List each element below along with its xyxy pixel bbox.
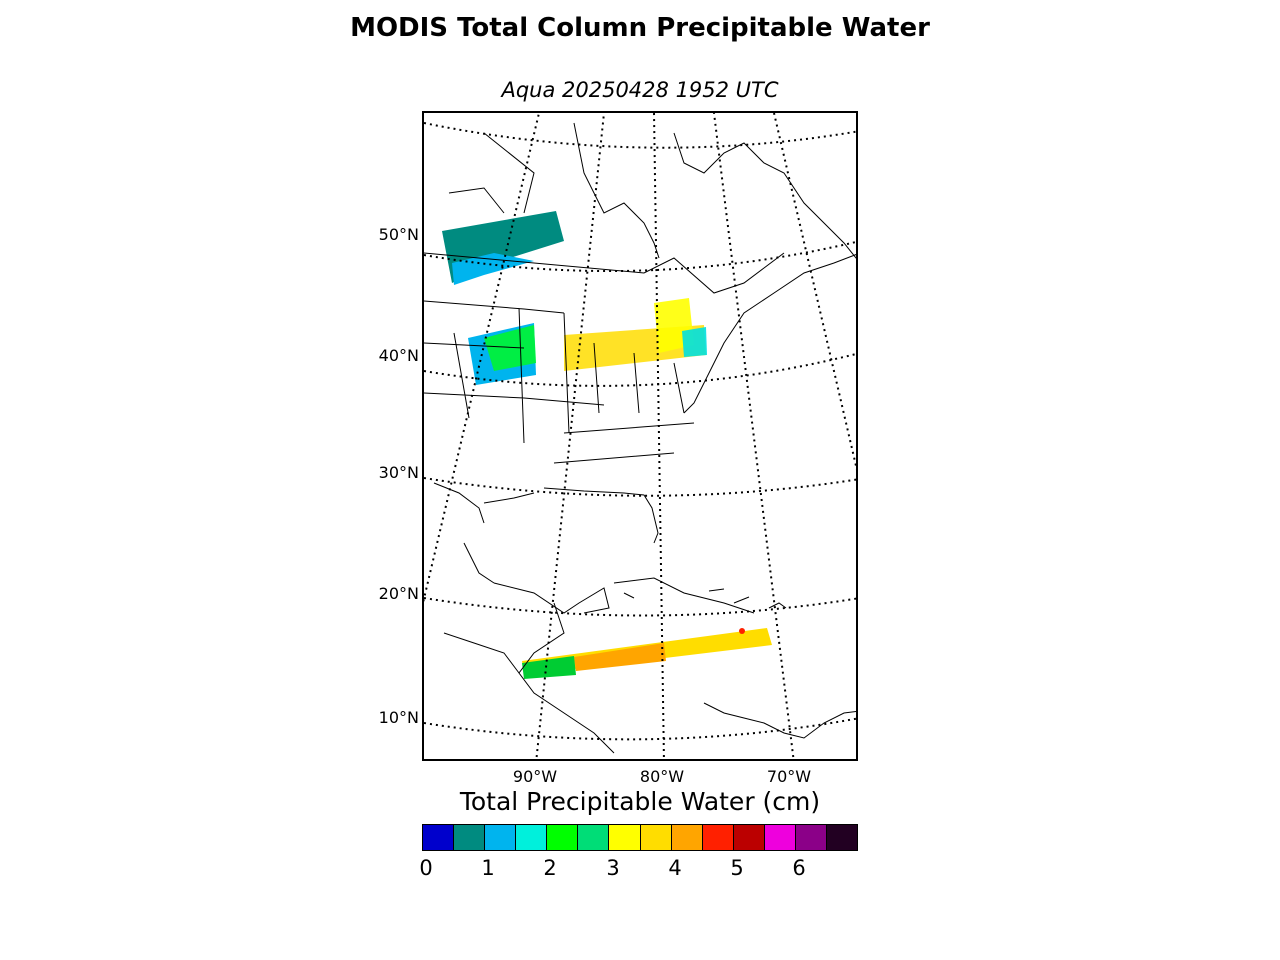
colorbar-tick-0: 0 — [419, 856, 433, 880]
precip-swaths — [442, 211, 772, 679]
swath-caribbean-green — [522, 656, 576, 679]
coastlines — [424, 122, 856, 754]
colorbar-segment — [827, 825, 858, 850]
lon-label-90w: 90°W — [512, 767, 558, 786]
colorbar-segment — [795, 825, 828, 850]
swath-caribbean-orange — [574, 643, 666, 671]
colorbar-segment — [640, 825, 672, 850]
colorbar-tick-2: 2 — [543, 856, 557, 880]
lat-label-30n: 30°N — [378, 463, 419, 482]
graticule — [424, 113, 856, 759]
colorbar-tick-3: 3 — [606, 856, 620, 880]
colorbar-segment — [764, 825, 796, 850]
swath-central-east-cyan — [682, 327, 707, 357]
swath-central-west-green — [484, 325, 536, 371]
colorbar-segment — [702, 825, 734, 850]
swath-caribbean-red — [739, 628, 745, 634]
colorbar-title: Total Precipitable Water (cm) — [459, 787, 821, 816]
colorbar-segment — [733, 825, 765, 850]
colorbar-segment — [423, 825, 455, 850]
colorbar-tick-5: 5 — [730, 856, 744, 880]
map-panel — [422, 111, 858, 761]
main-title: MODIS Total Column Precipitable Water — [350, 13, 930, 43]
colorbar-segment — [671, 825, 703, 850]
colorbar-tick-1: 1 — [481, 856, 495, 880]
colorbar-segment — [609, 825, 641, 850]
colorbar-segment — [485, 825, 517, 850]
lon-label-80w: 80°W — [639, 767, 685, 786]
colorbar-segment — [454, 825, 486, 850]
colorbar-tick-6: 6 — [792, 856, 806, 880]
colorbar-segment — [578, 825, 610, 850]
lon-label-70w: 70°W — [766, 767, 812, 786]
lat-label-10n: 10°N — [378, 708, 419, 727]
lat-label-20n: 20°N — [378, 584, 419, 603]
colorbar-tick-4: 4 — [668, 856, 682, 880]
colorbar-segment — [516, 825, 548, 850]
map-canvas — [424, 113, 856, 759]
lat-label-40n: 40°N — [378, 346, 419, 365]
colorbar — [422, 824, 858, 851]
lat-label-50n: 50°N — [378, 225, 419, 244]
colorbar-segment — [547, 825, 579, 850]
map-subtitle: Aqua 20250428 1952 UTC — [501, 78, 779, 102]
